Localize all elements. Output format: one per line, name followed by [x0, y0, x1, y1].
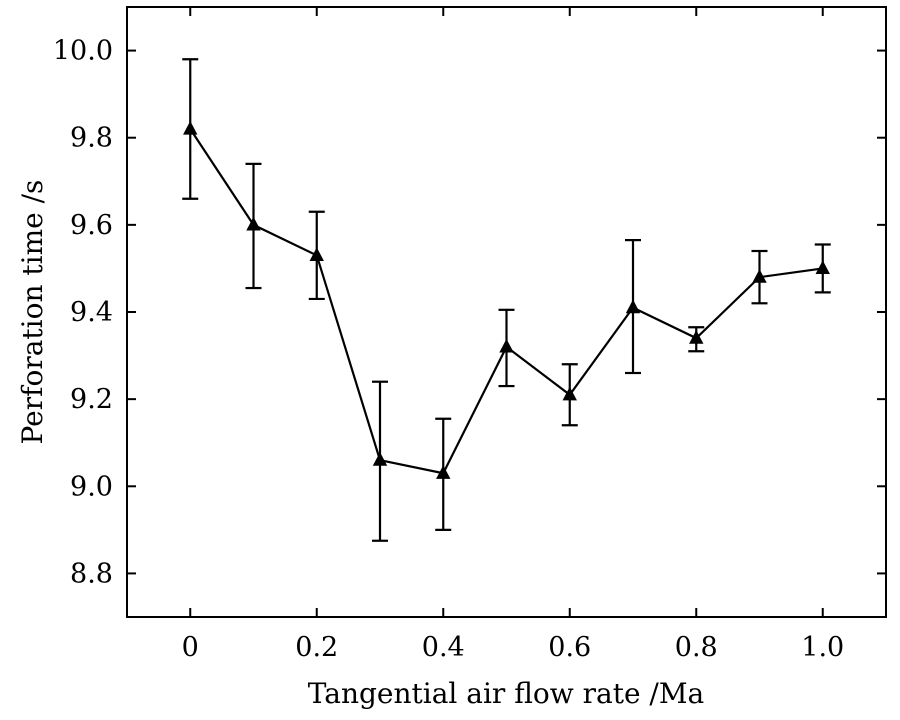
y-tick-label: 9.0: [70, 471, 113, 502]
ticks: 0 0.2 0.4 0.6 0.8 1.0 8.8 9.0 9.2 9.4 9.6 9.8 10.0: [53, 7, 886, 663]
data-point: [436, 465, 451, 479]
x-tick-label: 1.0: [801, 632, 844, 663]
x-tick-label: 0.4: [422, 632, 465, 663]
series-line: [189, 128, 823, 475]
data-point: [815, 260, 830, 275]
y-tick-label: 9.2: [70, 384, 113, 415]
x-tick-label: 0.8: [675, 632, 718, 663]
y-tick-label: 9.4: [70, 297, 113, 328]
y-tick-label: 9.6: [70, 210, 113, 241]
data-point: [372, 452, 388, 466]
x-tick-label: 0: [182, 632, 199, 663]
y-axis-title: Perforation time /s: [16, 180, 49, 445]
data-point: [183, 121, 198, 135]
data-point: [752, 269, 767, 283]
x-tick-label: 0.2: [295, 632, 338, 663]
x-tick-label: 0.6: [548, 632, 591, 663]
error-bars: [182, 58, 831, 542]
x-axis-title: Tangential air flow rate /Ma: [308, 677, 704, 710]
y-tick-label: 8.8: [70, 558, 113, 589]
data-point: [499, 338, 514, 353]
series-line-layer: [189, 128, 823, 475]
data-point: [625, 299, 641, 314]
markers: [183, 121, 830, 479]
y-tick-label: 9.8: [70, 123, 113, 154]
data-point: [246, 216, 261, 231]
data-point: [309, 247, 324, 261]
y-tick-label: 10.0: [53, 36, 113, 67]
data-point: [689, 330, 704, 344]
data-point: [562, 386, 577, 401]
